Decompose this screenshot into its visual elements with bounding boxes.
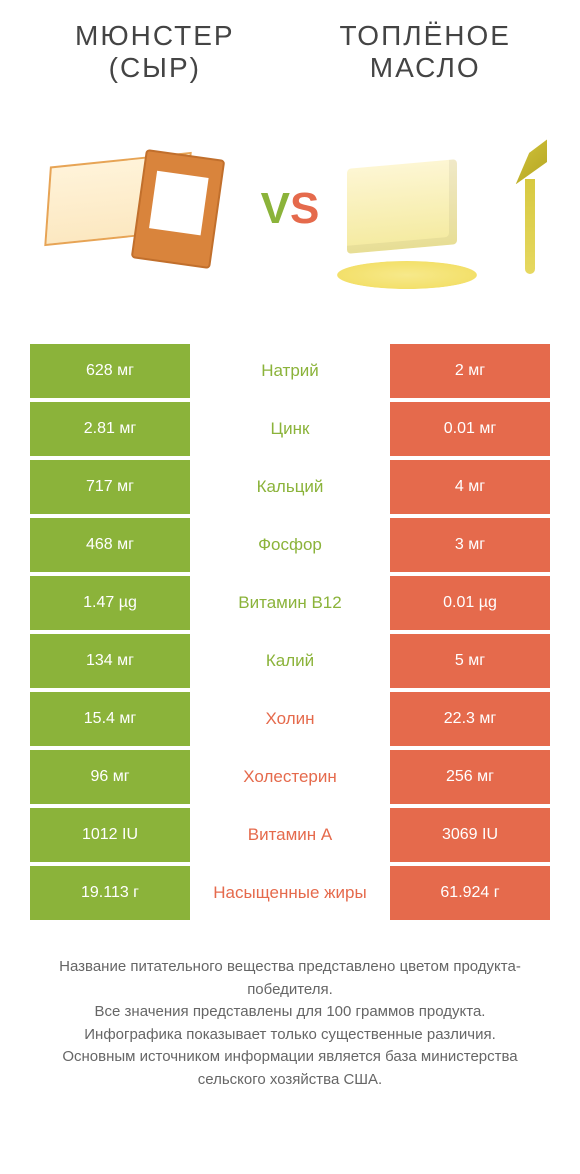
value-left: 19.113 г (30, 866, 190, 920)
nutrient-label: Холин (190, 692, 390, 746)
hero-row: VS (0, 84, 580, 344)
value-right: 3 мг (390, 518, 550, 572)
value-right: 61.924 г (390, 866, 550, 920)
nutrient-label: Витамин B12 (190, 576, 390, 630)
table-row: 717 мгКальций4 мг (30, 460, 550, 514)
header-right: ТОПЛЁНОЕ МАСЛО (300, 20, 550, 84)
value-right: 256 мг (390, 750, 550, 804)
footer-line: Все значения представлены для 100 граммо… (28, 1001, 552, 1024)
value-left: 2.81 мг (30, 402, 190, 456)
product-left-line2: (СЫР) (30, 52, 280, 84)
vs-s: S (290, 184, 319, 233)
header-left: МЮНСТЕР (СЫР) (30, 20, 280, 84)
product-right-line2: МАСЛО (300, 52, 550, 84)
footer-notes: Название питательного вещества представл… (0, 924, 580, 1091)
cheese-icon (48, 134, 218, 284)
comparison-infographic: МЮНСТЕР (СЫР) ТОПЛЁНОЕ МАСЛО VS 628 мгНа… (0, 0, 580, 1174)
value-left: 628 мг (30, 344, 190, 398)
value-right: 5 мг (390, 634, 550, 688)
table-row: 15.4 мгХолин22.3 мг (30, 692, 550, 746)
value-right: 2 мг (390, 344, 550, 398)
nutrient-label: Фосфор (190, 518, 390, 572)
table-row: 468 мгФосфор3 мг (30, 518, 550, 572)
product-left-line1: МЮНСТЕР (30, 20, 280, 52)
value-right: 4 мг (390, 460, 550, 514)
table-row: 96 мгХолестерин256 мг (30, 750, 550, 804)
table-row: 134 мгКалий5 мг (30, 634, 550, 688)
value-left: 717 мг (30, 460, 190, 514)
table-row: 1.47 µgВитамин B120.01 µg (30, 576, 550, 630)
value-right: 0.01 µg (390, 576, 550, 630)
header: МЮНСТЕР (СЫР) ТОПЛЁНОЕ МАСЛО (0, 0, 580, 84)
product-right-image (329, 114, 565, 304)
value-left: 134 мг (30, 634, 190, 688)
value-right: 22.3 мг (390, 692, 550, 746)
nutrient-label: Холестерин (190, 750, 390, 804)
product-right-line1: ТОПЛЁНОЕ (300, 20, 550, 52)
nutrient-label: Калий (190, 634, 390, 688)
value-left: 1012 IU (30, 808, 190, 862)
butter-oil-icon (347, 129, 547, 289)
nutrient-label: Насыщенные жиры (190, 866, 390, 920)
footer-line: Название питательного вещества представл… (28, 956, 552, 1001)
table-row: 19.113 гНасыщенные жиры61.924 г (30, 866, 550, 920)
footer-line: Инфографика показывает только существенн… (28, 1024, 552, 1047)
value-left: 15.4 мг (30, 692, 190, 746)
nutrient-label: Кальций (190, 460, 390, 514)
table-row: 1012 IUВитамин A3069 IU (30, 808, 550, 862)
vs-v: V (261, 184, 290, 233)
footer-line: Основным источником информации является … (28, 1046, 552, 1091)
value-right: 0.01 мг (390, 402, 550, 456)
nutrient-table: 628 мгНатрий2 мг2.81 мгЦинк0.01 мг717 мг… (0, 344, 580, 924)
value-left: 96 мг (30, 750, 190, 804)
value-right: 3069 IU (390, 808, 550, 862)
nutrient-label: Натрий (190, 344, 390, 398)
vs-label: VS (261, 184, 320, 234)
product-left-image (15, 114, 251, 304)
table-row: 2.81 мгЦинк0.01 мг (30, 402, 550, 456)
nutrient-label: Цинк (190, 402, 390, 456)
nutrient-label: Витамин A (190, 808, 390, 862)
value-left: 1.47 µg (30, 576, 190, 630)
table-row: 628 мгНатрий2 мг (30, 344, 550, 398)
value-left: 468 мг (30, 518, 190, 572)
